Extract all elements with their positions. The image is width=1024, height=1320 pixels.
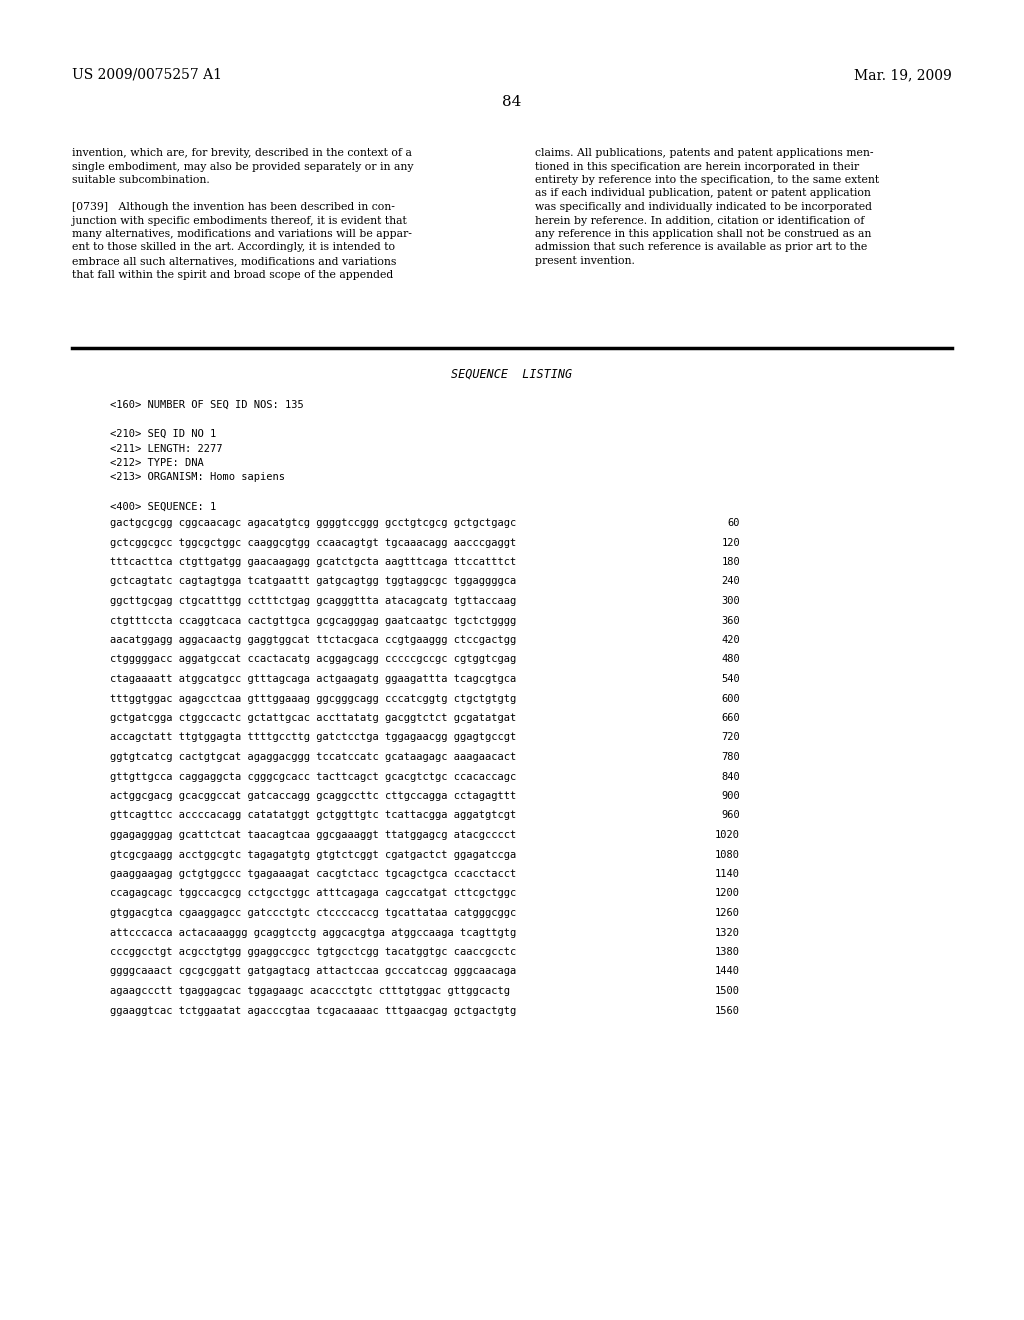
Text: accagctatt ttgtggagta ttttgccttg gatctcctga tggagaacgg ggagtgccgt: accagctatt ttgtggagta ttttgccttg gatctcc…	[110, 733, 516, 742]
Text: embrace all such alternatives, modifications and variations: embrace all such alternatives, modificat…	[72, 256, 396, 267]
Text: 840: 840	[721, 771, 740, 781]
Text: suitable subcombination.: suitable subcombination.	[72, 176, 210, 185]
Text: 1080: 1080	[715, 850, 740, 859]
Text: 84: 84	[503, 95, 521, 110]
Text: 540: 540	[721, 675, 740, 684]
Text: claims. All publications, patents and patent applications men-: claims. All publications, patents and pa…	[535, 148, 873, 158]
Text: ggcttgcgag ctgcatttgg cctttctgag gcagggttta atacagcatg tgttaccaag: ggcttgcgag ctgcatttgg cctttctgag gcagggt…	[110, 597, 516, 606]
Text: ctgggggacc aggatgccat ccactacatg acggagcagg cccccgccgc cgtggtcgag: ctgggggacc aggatgccat ccactacatg acggagc…	[110, 655, 516, 664]
Text: 1320: 1320	[715, 928, 740, 937]
Text: ggaaggtcac tctggaatat agacccgtaa tcgacaaaac tttgaacgag gctgactgtg: ggaaggtcac tctggaatat agacccgtaa tcgacaa…	[110, 1006, 516, 1015]
Text: ctgtttccta ccaggtcaca cactgttgca gcgcagggag gaatcaatgc tgctctgggg: ctgtttccta ccaggtcaca cactgttgca gcgcagg…	[110, 615, 516, 626]
Text: invention, which are, for brevity, described in the context of a: invention, which are, for brevity, descr…	[72, 148, 412, 158]
Text: any reference in this application shall not be construed as an: any reference in this application shall …	[535, 228, 871, 239]
Text: 1260: 1260	[715, 908, 740, 917]
Text: <160> NUMBER OF SEQ ID NOS: 135: <160> NUMBER OF SEQ ID NOS: 135	[110, 400, 304, 411]
Text: gactgcgcgg cggcaacagc agacatgtcg ggggtccggg gcctgtcgcg gctgctgagc: gactgcgcgg cggcaacagc agacatgtcg ggggtcc…	[110, 517, 516, 528]
Text: many alternatives, modifications and variations will be appar-: many alternatives, modifications and var…	[72, 228, 412, 239]
Text: 180: 180	[721, 557, 740, 568]
Text: aacatggagg aggacaactg gaggtggcat ttctacgaca ccgtgaaggg ctccgactgg: aacatggagg aggacaactg gaggtggcat ttctacg…	[110, 635, 516, 645]
Text: present invention.: present invention.	[535, 256, 635, 267]
Text: 1380: 1380	[715, 946, 740, 957]
Text: ggtgtcatcg cactgtgcat agaggacggg tccatccatc gcataagagc aaagaacact: ggtgtcatcg cactgtgcat agaggacggg tccatcc…	[110, 752, 516, 762]
Text: tioned in this specification are herein incorporated in their: tioned in this specification are herein …	[535, 161, 859, 172]
Text: gaaggaagag gctgtggccc tgagaaagat cacgtctacc tgcagctgca ccacctacct: gaaggaagag gctgtggccc tgagaaagat cacgtct…	[110, 869, 516, 879]
Text: 1020: 1020	[715, 830, 740, 840]
Text: that fall within the spirit and broad scope of the appended: that fall within the spirit and broad sc…	[72, 269, 393, 280]
Text: ggggcaaact cgcgcggatt gatgagtacg attactccaa gcccatccag gggcaacaga: ggggcaaact cgcgcggatt gatgagtacg attactc…	[110, 966, 516, 977]
Text: ggagagggag gcattctcat taacagtcaa ggcgaaaggt ttatggagcg atacgcccct: ggagagggag gcattctcat taacagtcaa ggcgaaa…	[110, 830, 516, 840]
Text: 720: 720	[721, 733, 740, 742]
Text: 120: 120	[721, 537, 740, 548]
Text: gtggacgtca cgaaggagcc gatccctgtc ctccccaccg tgcattataa catgggcggc: gtggacgtca cgaaggagcc gatccctgtc ctcccca…	[110, 908, 516, 917]
Text: 900: 900	[721, 791, 740, 801]
Text: admission that such reference is available as prior art to the: admission that such reference is availab…	[535, 243, 867, 252]
Text: was specifically and individually indicated to be incorporated: was specifically and individually indica…	[535, 202, 872, 213]
Text: as if each individual publication, patent or patent application: as if each individual publication, paten…	[535, 189, 870, 198]
Text: 480: 480	[721, 655, 740, 664]
Text: 1560: 1560	[715, 1006, 740, 1015]
Text: cccggcctgt acgcctgtgg ggaggccgcc tgtgcctcgg tacatggtgc caaccgcctc: cccggcctgt acgcctgtgg ggaggccgcc tgtgcct…	[110, 946, 516, 957]
Text: agaagccctt tgaggagcac tggagaagc acaccctgtc ctttgtggac gttggcactg: agaagccctt tgaggagcac tggagaagc acaccctg…	[110, 986, 510, 997]
Text: 1500: 1500	[715, 986, 740, 997]
Text: gtcgcgaagg acctggcgtc tagagatgtg gtgtctcggt cgatgactct ggagatccga: gtcgcgaagg acctggcgtc tagagatgtg gtgtctc…	[110, 850, 516, 859]
Text: 420: 420	[721, 635, 740, 645]
Text: 300: 300	[721, 597, 740, 606]
Text: <400> SEQUENCE: 1: <400> SEQUENCE: 1	[110, 502, 216, 511]
Text: actggcgacg gcacggccat gatcaccagg gcaggccttc cttgccagga cctagagttt: actggcgacg gcacggccat gatcaccagg gcaggcc…	[110, 791, 516, 801]
Text: [0739]   Although the invention has been described in con-: [0739] Although the invention has been d…	[72, 202, 395, 213]
Text: tttcacttca ctgttgatgg gaacaagagg gcatctgcta aagtttcaga ttccatttct: tttcacttca ctgttgatgg gaacaagagg gcatctg…	[110, 557, 516, 568]
Text: 1440: 1440	[715, 966, 740, 977]
Text: <210> SEQ ID NO 1: <210> SEQ ID NO 1	[110, 429, 216, 440]
Text: attcccacca actacaaaggg gcaggtcctg aggcacgtga atggccaaga tcagttgtg: attcccacca actacaaaggg gcaggtcctg aggcac…	[110, 928, 516, 937]
Text: junction with specific embodiments thereof, it is evident that: junction with specific embodiments there…	[72, 215, 407, 226]
Text: tttggtggac agagcctcaa gtttggaaag ggcgggcagg cccatcggtg ctgctgtgtg: tttggtggac agagcctcaa gtttggaaag ggcgggc…	[110, 693, 516, 704]
Text: gctcggcgcc tggcgctggc caaggcgtgg ccaacagtgt tgcaaacagg aacccgaggt: gctcggcgcc tggcgctggc caaggcgtgg ccaacag…	[110, 537, 516, 548]
Text: 1200: 1200	[715, 888, 740, 899]
Text: 60: 60	[727, 517, 740, 528]
Text: Mar. 19, 2009: Mar. 19, 2009	[854, 69, 952, 82]
Text: 240: 240	[721, 577, 740, 586]
Text: gctcagtatc cagtagtgga tcatgaattt gatgcagtgg tggtaggcgc tggaggggca: gctcagtatc cagtagtgga tcatgaattt gatgcag…	[110, 577, 516, 586]
Text: ccagagcagc tggccacgcg cctgcctggc atttcagaga cagccatgat cttcgctggc: ccagagcagc tggccacgcg cctgcctggc atttcag…	[110, 888, 516, 899]
Text: <213> ORGANISM: Homo sapiens: <213> ORGANISM: Homo sapiens	[110, 473, 285, 483]
Text: gttgttgcca caggaggcta cgggcgcacc tacttcagct gcacgtctgc ccacaccagc: gttgttgcca caggaggcta cgggcgcacc tacttca…	[110, 771, 516, 781]
Text: ctagaaaatt atggcatgcc gtttagcaga actgaagatg ggaagattta tcagcgtgca: ctagaaaatt atggcatgcc gtttagcaga actgaag…	[110, 675, 516, 684]
Text: 660: 660	[721, 713, 740, 723]
Text: 360: 360	[721, 615, 740, 626]
Text: <211> LENGTH: 2277: <211> LENGTH: 2277	[110, 444, 222, 454]
Text: 780: 780	[721, 752, 740, 762]
Text: gttcagttcc accccacagg catatatggt gctggttgtc tcattacgga aggatgtcgt: gttcagttcc accccacagg catatatggt gctggtt…	[110, 810, 516, 821]
Text: 960: 960	[721, 810, 740, 821]
Text: herein by reference. In addition, citation or identification of: herein by reference. In addition, citati…	[535, 215, 864, 226]
Text: SEQUENCE  LISTING: SEQUENCE LISTING	[452, 368, 572, 381]
Text: entirety by reference into the specification, to the same extent: entirety by reference into the specifica…	[535, 176, 880, 185]
Text: <212> TYPE: DNA: <212> TYPE: DNA	[110, 458, 204, 469]
Text: gctgatcgga ctggccactc gctattgcac accttatatg gacggtctct gcgatatgat: gctgatcgga ctggccactc gctattgcac accttat…	[110, 713, 516, 723]
Text: US 2009/0075257 A1: US 2009/0075257 A1	[72, 69, 222, 82]
Text: 600: 600	[721, 693, 740, 704]
Text: single embodiment, may also be provided separately or in any: single embodiment, may also be provided …	[72, 161, 414, 172]
Text: ent to those skilled in the art. Accordingly, it is intended to: ent to those skilled in the art. Accordi…	[72, 243, 395, 252]
Text: 1140: 1140	[715, 869, 740, 879]
